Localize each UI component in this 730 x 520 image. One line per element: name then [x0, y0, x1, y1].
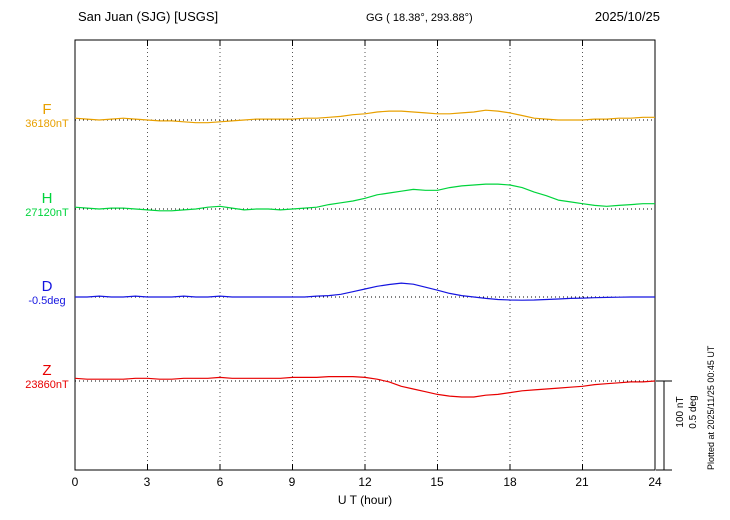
x-tick-24: 24 — [648, 475, 662, 489]
plotted-at-timestamp: Plotted at 2025/11/25 00:45 UT — [706, 345, 716, 470]
trace-name-f: F — [42, 101, 52, 118]
trace-name-d: D — [41, 278, 53, 295]
x-tick-9: 9 — [288, 475, 296, 489]
x-tick-21: 21 — [575, 475, 589, 489]
scale-bar-deg-label: 0.5 deg — [688, 395, 699, 429]
x-axis-label: U T (hour) — [337, 493, 393, 507]
x-tick-0: 0 — [71, 475, 79, 489]
trace-label-h: H 27120nT — [14, 191, 80, 220]
trace-baseline-h: 27120nT — [25, 207, 69, 219]
x-tick-15: 15 — [430, 475, 444, 489]
x-tick-6: 6 — [216, 475, 224, 489]
trace-baseline-d: -0.5deg — [28, 295, 66, 307]
station-title: San Juan (SJG) [USGS] — [78, 9, 219, 24]
geographic-coordinates: GG ( 18.38°, 293.88°) — [366, 12, 473, 24]
trace-label-d: D -0.5deg — [14, 279, 80, 308]
scale-bar-label: 100 nT 0.5 deg — [674, 369, 700, 455]
trace-label-z: Z 23860nT — [14, 363, 80, 392]
trace-baseline-z: 23860nT — [25, 379, 69, 391]
plot-date: 2025/10/25 — [594, 9, 660, 24]
scale-bar-nt-label: 100 nT — [675, 396, 686, 428]
trace-name-z: Z — [42, 362, 52, 379]
x-tick-3: 3 — [143, 475, 151, 489]
trace-name-h: H — [41, 190, 53, 207]
trace-label-f: F 36180nT — [14, 102, 80, 131]
x-tick-18: 18 — [503, 475, 517, 489]
x-tick-12: 12 — [358, 475, 372, 489]
trace-baseline-f: 36180nT — [25, 118, 69, 130]
